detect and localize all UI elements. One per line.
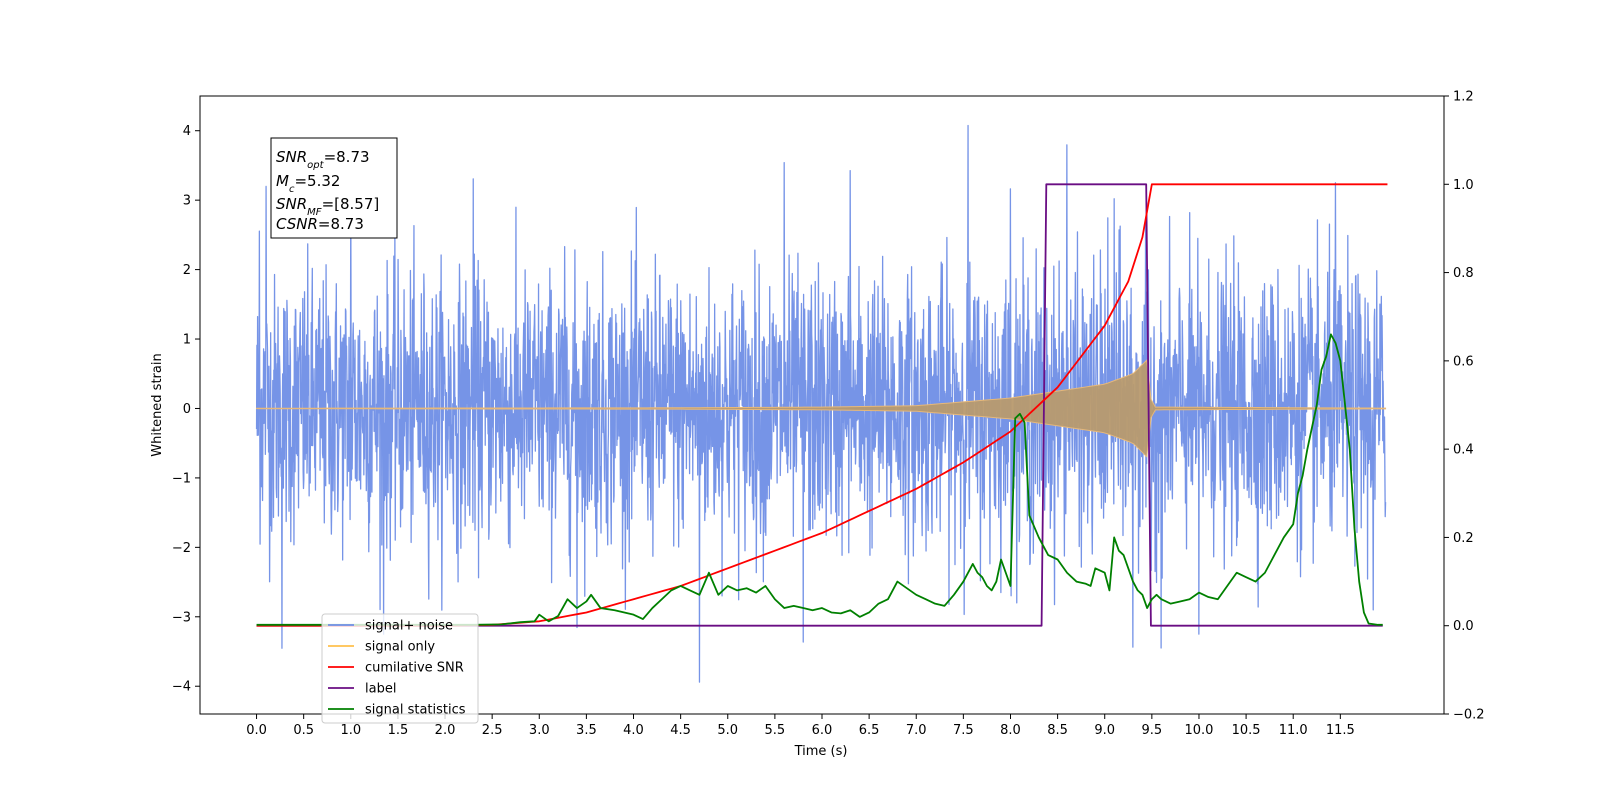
y-right-axis-ticks: 1.2 1.0 0.8 0.6 0.4 0.2 0.0 −0.2 <box>1444 90 1485 723</box>
info-box: SNRopt=8.73 Mc=5.32 SNRMF=[8.57] CSNR=8.… <box>270 137 398 239</box>
x-axis-label: Time (s) <box>794 744 848 759</box>
y-left-axis-ticks: 4 3 2 1 0 −1 −2 −3 −4 <box>172 124 200 695</box>
x-tick-label: 1.0 <box>340 723 361 738</box>
y-right-tick-label: 0.2 <box>1453 531 1474 546</box>
x-tick-label: 8.5 <box>1047 723 1068 738</box>
x-tick-label: 9.0 <box>1094 723 1115 738</box>
legend-label: signal statistics <box>365 703 466 718</box>
x-tick-label: 2.0 <box>435 723 456 738</box>
y-right-tick-label: 0.4 <box>1453 443 1474 458</box>
info-box-frame <box>270 137 398 239</box>
x-tick-label: 8.0 <box>1000 723 1021 738</box>
y-left-tick-label: 0 <box>183 402 191 417</box>
y-axis-label: Whitened strain <box>150 353 165 456</box>
x-tick-label: 10.5 <box>1232 723 1261 738</box>
x-tick-label: 4.0 <box>623 723 644 738</box>
x-tick-label: 4.5 <box>670 723 691 738</box>
y-left-tick-label: −2 <box>172 541 191 556</box>
x-tick-label: 2.5 <box>482 723 503 738</box>
y-right-tick-label: 0.6 <box>1453 354 1474 369</box>
data-layer <box>255 124 1388 683</box>
series-signal-only <box>256 359 1387 458</box>
x-tick-label: 0.5 <box>293 723 314 738</box>
x-tick-label: 1.5 <box>388 723 409 738</box>
series-signal-plus-noise <box>255 124 1387 683</box>
x-axis-ticks: 0.0 0.5 1.0 1.5 2.0 2.5 3.0 3.5 4.0 4.5 5.0 5.5 6.0 6… <box>246 714 1355 738</box>
x-tick-label: 9.5 <box>1142 723 1163 738</box>
info-mc: Mc=5.32 <box>276 172 340 195</box>
info-snr-opt: SNRopt=8.73 <box>276 148 370 171</box>
info-csnr: CSNR=8.73 <box>276 215 364 233</box>
legend-frame <box>321 613 479 724</box>
y-right-tick-label: 0.0 <box>1453 619 1474 634</box>
legend-entries: signal+ noise signal only cumilative SNR la… <box>328 619 466 718</box>
y-left-tick-label: 2 <box>183 263 191 278</box>
y-right-tick-label: 1.2 <box>1453 90 1474 105</box>
info-snr-mf: SNRMF=[8.57] <box>276 195 379 218</box>
x-tick-label: 0.0 <box>246 723 267 738</box>
x-tick-label: 11.5 <box>1326 723 1355 738</box>
legend-label: signal only <box>365 640 435 655</box>
legend-label: cumilative SNR <box>365 661 464 676</box>
y-left-tick-label: −3 <box>172 610 191 625</box>
y-left-tick-label: 3 <box>183 194 191 209</box>
x-tick-label: 3.5 <box>576 723 597 738</box>
legend: signal+ noise signal only cumilative SNR la… <box>321 613 479 724</box>
series-label <box>256 183 1383 627</box>
y-right-tick-label: 0.8 <box>1453 266 1474 281</box>
x-tick-label: 5.5 <box>765 723 786 738</box>
y-left-tick-label: 1 <box>183 333 191 348</box>
x-tick-label: 10.0 <box>1184 723 1213 738</box>
y-left-tick-label: −1 <box>172 471 191 486</box>
x-tick-label: 11.0 <box>1279 723 1308 738</box>
x-tick-label: 6.0 <box>812 723 833 738</box>
x-tick-label: 5.0 <box>717 723 738 738</box>
x-tick-label: 7.0 <box>906 723 927 738</box>
y-left-tick-label: 4 <box>183 124 191 139</box>
x-tick-label: 3.0 <box>529 723 550 738</box>
x-tick-label: 7.5 <box>953 723 974 738</box>
x-tick-label: 6.5 <box>859 723 880 738</box>
y-right-tick-label: −0.2 <box>1453 708 1485 723</box>
series-signal-statistics <box>256 333 1383 626</box>
legend-label: signal+ noise <box>365 619 453 634</box>
y-left-tick-label: −4 <box>172 680 191 695</box>
legend-label: label <box>365 682 396 697</box>
y-right-tick-label: 1.0 <box>1453 178 1474 193</box>
